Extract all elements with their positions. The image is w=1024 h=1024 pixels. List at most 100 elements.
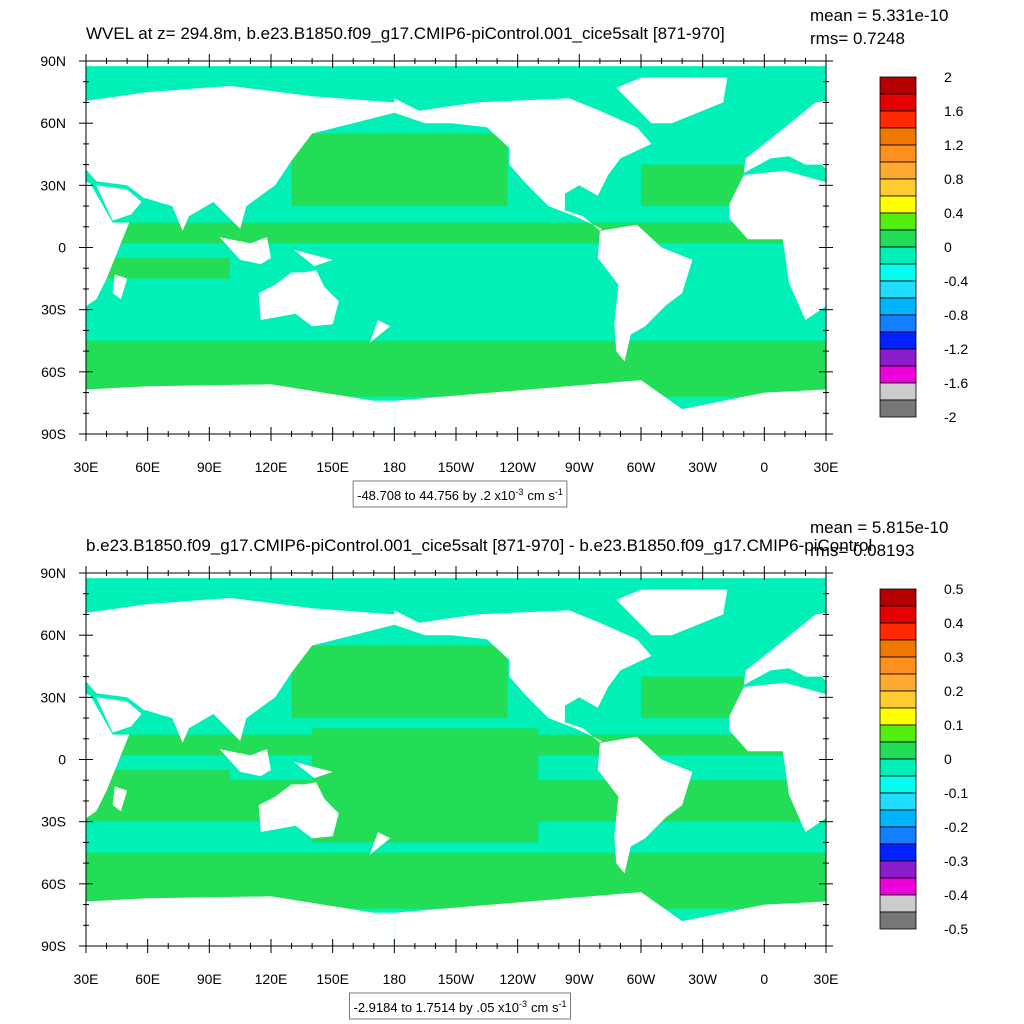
land <box>219 237 271 265</box>
lon-label: 60E <box>135 971 160 987</box>
colorbar-box <box>879 588 917 607</box>
land <box>597 224 693 362</box>
colorbar-box <box>879 297 917 316</box>
colorbar-box <box>879 605 917 624</box>
rms-label: rms= 0.08193 <box>810 541 914 560</box>
lon-label: 60W <box>627 459 657 475</box>
lon-label: 30E <box>74 971 99 987</box>
lon-label: 150E <box>316 971 349 987</box>
ocean-band <box>0 165 4 207</box>
lat-label: 90N <box>40 53 66 69</box>
land <box>96 185 142 221</box>
colorbar-label: 0.3 <box>944 649 964 665</box>
lat-label: 30N <box>40 177 66 193</box>
ocean-band <box>106 257 230 279</box>
land <box>616 77 728 124</box>
range-unit: cm s <box>527 488 555 503</box>
colorbar-box <box>879 314 917 333</box>
land <box>369 832 391 855</box>
colorbar-box <box>879 229 917 248</box>
lon-label: 30W <box>688 971 718 987</box>
colorbar-label: -0.5 <box>944 921 968 937</box>
land <box>86 85 395 231</box>
lon-label: 30E <box>74 459 99 475</box>
range-unit-exp: -1 <box>555 487 563 497</box>
lat-label: 90S <box>41 426 66 442</box>
land <box>960 749 1011 776</box>
lon-label: 180 <box>383 459 407 475</box>
land <box>86 384 395 434</box>
colorbar-label: -0.8 <box>944 307 968 323</box>
lat-label: 60S <box>41 876 66 892</box>
colorbar-box <box>879 178 917 197</box>
colorbar-box <box>879 690 917 709</box>
colorbar-label: 0 <box>944 751 952 767</box>
ocean-band <box>0 677 4 719</box>
colorbar-label: 1.6 <box>944 103 964 119</box>
colorbar-box <box>879 93 917 112</box>
lat-label: 90S <box>41 938 66 954</box>
colorbar-box <box>879 894 917 913</box>
land <box>616 589 728 636</box>
colorbar-box <box>879 860 917 879</box>
range-label: -48.708 to 44.756 by .2 x10-3 cm s-1 <box>357 487 563 503</box>
colorbar-label: 1.2 <box>944 137 964 153</box>
ocean-band <box>641 164 744 207</box>
colorbar-box <box>879 758 917 777</box>
land <box>597 736 693 874</box>
land <box>743 100 826 173</box>
lon-label: 60W <box>627 971 657 987</box>
land <box>112 786 128 812</box>
range-text: -48.708 to 44.756 by .2 x10 <box>357 488 515 503</box>
colorbar-box <box>879 246 917 265</box>
ocean-band <box>291 645 508 719</box>
range-text: -2.9184 to 1.7514 by .05 x10 <box>354 1000 520 1015</box>
lon-label: 0 <box>760 971 768 987</box>
land <box>836 185 881 220</box>
colorbar-label: 0.5 <box>944 581 964 597</box>
land <box>394 380 826 434</box>
ocean-band <box>641 676 744 719</box>
ocean-band <box>86 852 395 909</box>
colorbar-label: 0.4 <box>944 615 964 631</box>
ocean-band <box>394 852 826 909</box>
colorbar-box <box>879 843 917 862</box>
colorbar-box <box>879 348 917 367</box>
land <box>112 274 128 300</box>
colorbar-box <box>879 826 917 845</box>
colorbar-label: 2 <box>944 69 952 85</box>
lat-label: 0 <box>58 752 66 768</box>
lat-label: 60S <box>41 364 66 380</box>
ocean-band <box>86 222 395 244</box>
ocean-band <box>394 340 826 397</box>
colorbar-box <box>879 877 917 896</box>
mean-label: mean = 5.331e-10 <box>810 6 948 25</box>
lon-label: 120E <box>255 971 288 987</box>
colorbar-label: -0.3 <box>944 853 968 869</box>
colorbar-box <box>879 792 917 811</box>
colorbar-box <box>879 280 917 299</box>
land <box>258 782 339 839</box>
lon-label: 90W <box>565 459 595 475</box>
lat-label: 30S <box>41 814 66 830</box>
lon-label: 150W <box>438 459 475 475</box>
map-area <box>0 61 881 434</box>
lon-label: 120W <box>499 459 536 475</box>
colorbar-box <box>879 622 917 641</box>
land <box>369 320 391 343</box>
colorbar-label: 0.4 <box>944 205 964 221</box>
range-label: -2.9184 to 1.7514 by .05 x10-3 cm s-1 <box>354 999 567 1015</box>
lat-label: 30N <box>40 689 66 705</box>
colorbar-box <box>879 365 917 384</box>
range-unit: cm s <box>531 1000 559 1015</box>
land <box>999 782 1024 838</box>
colorbar-box <box>879 110 917 129</box>
ocean-band <box>394 222 826 244</box>
lat-label: 60N <box>40 627 66 643</box>
ocean-band <box>312 728 539 843</box>
colorbar-box <box>879 707 917 726</box>
land <box>729 682 826 832</box>
colorbar-label: -0.4 <box>944 887 968 903</box>
lon-label: 90W <box>565 971 595 987</box>
